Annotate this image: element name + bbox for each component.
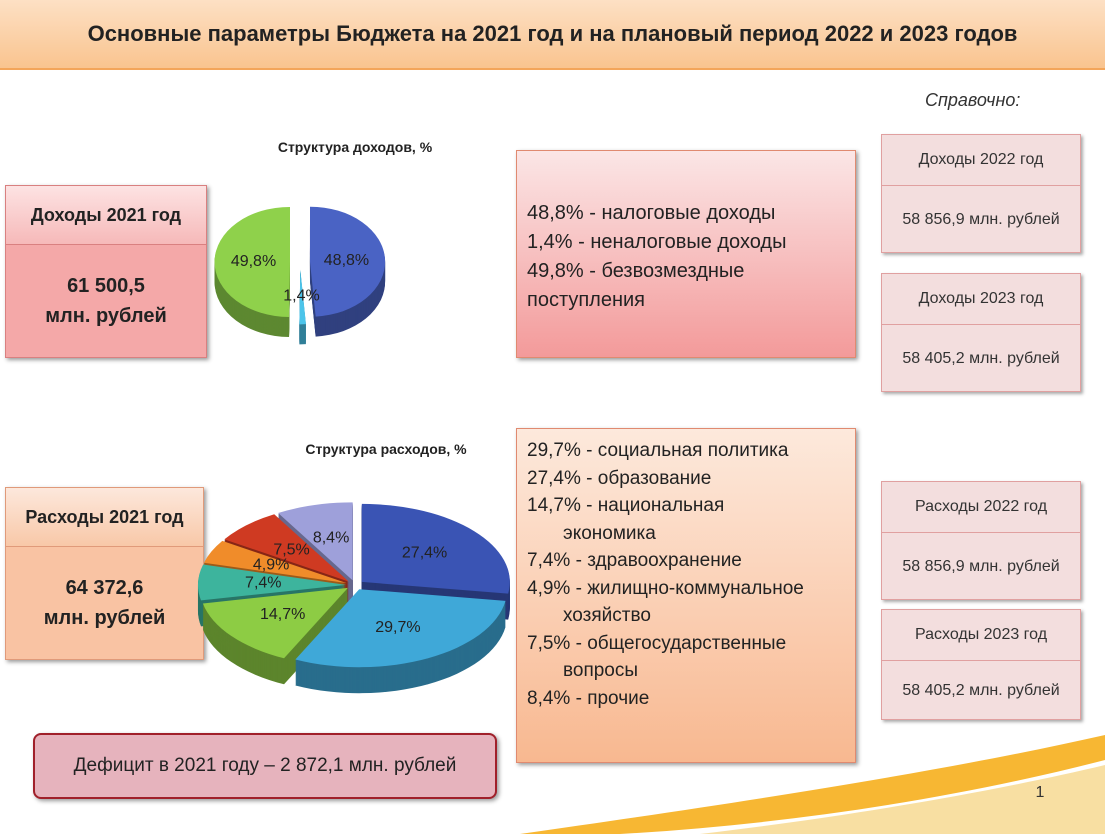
chart-title: Структура расходов, %: [305, 441, 467, 457]
note: 4,9% - жилищно-коммунальное хозяйство: [527, 577, 804, 627]
pie-slice: [299, 269, 306, 345]
note: 14,7% - национальная экономика: [527, 495, 725, 544]
value-label: 29,7%: [375, 619, 420, 636]
decor-swoosh: [520, 735, 1105, 834]
slice-top: [198, 564, 347, 601]
reference-box: Доходы 2022 год 58 856,9 млн. рублей: [881, 134, 1081, 253]
decor-swoosh: [700, 765, 1105, 834]
value-label: 8,4%: [313, 530, 349, 547]
value-label: 7,5%: [273, 541, 309, 558]
reference-title: Доходы 2022 год: [882, 135, 1080, 186]
slice-top: [203, 540, 347, 584]
page-number: 1: [1036, 784, 1045, 801]
expenses-amount: 64 372,6: [65, 577, 144, 599]
reference-title: Расходы 2023 год: [882, 610, 1080, 661]
slice-top: [309, 206, 386, 317]
expenses-unit: млн. рублей: [43, 607, 166, 629]
income-amount: 61 500,5: [67, 275, 145, 297]
note: 7,5% - общегосударственные вопросы: [527, 632, 787, 682]
note: 7,4% - здравоохранение: [527, 550, 742, 571]
slice-top: [299, 269, 306, 325]
pie-slice: [295, 589, 506, 694]
expenses-box: Расходы 2021 год 64 372,6 млн. рублей: [5, 487, 204, 660]
deficit-box: Дефицит в 2021 году – 2 872,1 млн. рубле…: [33, 733, 497, 799]
chart-title: Структура доходов, %: [278, 139, 433, 155]
reference-box: Расходы 2023 год 58 405,2 млн. рублей: [881, 609, 1081, 720]
value-label: 14,7%: [260, 606, 305, 623]
slice-top: [214, 206, 291, 317]
reference-label: Справочно:: [925, 90, 1021, 110]
slice-top: [278, 502, 353, 581]
slice-top: [224, 514, 349, 582]
note: 27,4% - образование: [527, 467, 712, 489]
slice-top: [361, 503, 510, 594]
note: 49,8% - безвозмездные поступления: [527, 260, 745, 311]
pie-slice: [202, 587, 348, 685]
reference-value: 58 405,2 млн. рублей: [902, 350, 1060, 367]
value-label: 48,8%: [324, 252, 369, 269]
expenses-label: Расходы 2021 год: [6, 488, 203, 547]
value-label: 1,4%: [283, 287, 319, 304]
note: 8,4% - прочие: [527, 687, 650, 709]
expenses-notes: 29,7% - социальная политика 27,4% - обра…: [516, 428, 856, 763]
value-label: 49,8%: [231, 253, 276, 270]
note: 29,7% - социальная политика: [527, 440, 789, 461]
value-label: 27,4%: [402, 545, 447, 562]
pie-slice: [361, 503, 510, 620]
slide-title: Основные параметры Бюджета на 2021 год и…: [0, 0, 1105, 70]
income-unit: млн. рублей: [45, 305, 167, 327]
income-label: Доходы 2021 год: [6, 186, 206, 245]
income-notes: 48,8% - налоговые доходы 1,4% - неналого…: [516, 150, 856, 358]
reference-value: 58 856,9 млн. рублей: [902, 558, 1060, 575]
reference-value: 58 405,2 млн. рублей: [902, 682, 1060, 699]
reference-box: Доходы 2023 год 58 405,2 млн. рублей: [881, 273, 1081, 392]
income-box: Доходы 2021 год 61 500,5 млн. рублей: [5, 185, 207, 358]
reference-title: Доходы 2023 год: [882, 274, 1080, 325]
reference-title: Расходы 2022 год: [882, 482, 1080, 533]
value-label: 7,4%: [245, 575, 281, 592]
reference-box: Расходы 2022 год 58 856,9 млн. рублей: [881, 481, 1081, 600]
pie-slice: [309, 206, 386, 337]
pie-slice: [214, 206, 291, 337]
note: 1,4% - неналоговые доходы: [527, 231, 787, 253]
slice-top: [202, 587, 348, 659]
slice-top: [295, 589, 506, 668]
value-label: 4,9%: [253, 557, 289, 574]
note: 48,8% - налоговые доходы: [527, 202, 776, 224]
reference-value: 58 856,9 млн. рублей: [902, 211, 1060, 228]
